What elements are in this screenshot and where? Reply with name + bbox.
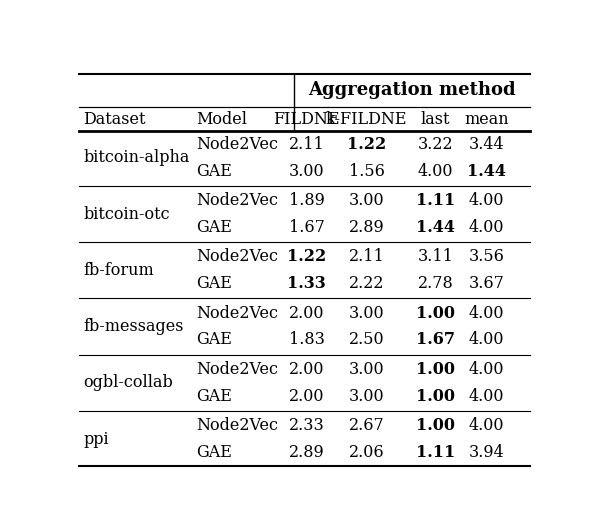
Text: 1.00: 1.00: [416, 305, 455, 322]
Text: 4.00: 4.00: [469, 417, 504, 434]
Text: 3.00: 3.00: [289, 163, 324, 180]
Text: Aggregation method: Aggregation method: [308, 82, 516, 100]
Text: 4.00: 4.00: [469, 361, 504, 378]
Text: 2.67: 2.67: [349, 417, 384, 434]
Text: 1.00: 1.00: [416, 361, 455, 378]
Text: 3.44: 3.44: [469, 136, 504, 153]
Text: 1.44: 1.44: [416, 219, 455, 236]
Text: 2.11: 2.11: [289, 136, 324, 153]
Text: 1.67: 1.67: [416, 331, 455, 348]
Text: 1.00: 1.00: [416, 417, 455, 434]
Text: k-FILDNE: k-FILDNE: [326, 111, 407, 128]
Text: 2.50: 2.50: [349, 331, 384, 348]
Text: 2.00: 2.00: [289, 387, 324, 404]
Text: GAE: GAE: [196, 163, 232, 180]
Text: Dataset: Dataset: [83, 111, 146, 128]
Text: Node2Vec: Node2Vec: [196, 417, 278, 434]
Text: 3.22: 3.22: [418, 136, 453, 153]
Text: 1.56: 1.56: [349, 163, 384, 180]
Text: FILDNE: FILDNE: [273, 111, 340, 128]
Text: bitcoin-alpha: bitcoin-alpha: [83, 149, 190, 166]
Text: 1.44: 1.44: [467, 163, 505, 180]
Text: 4.00: 4.00: [469, 219, 504, 236]
Text: 2.11: 2.11: [349, 249, 384, 266]
Text: bitcoin-otc: bitcoin-otc: [83, 206, 170, 223]
Text: 1.11: 1.11: [416, 444, 455, 461]
Text: 2.06: 2.06: [349, 444, 384, 461]
Text: 1.22: 1.22: [347, 136, 386, 153]
Text: 3.00: 3.00: [349, 361, 384, 378]
Text: 3.67: 3.67: [468, 275, 504, 292]
Text: 4.00: 4.00: [469, 331, 504, 348]
Text: 4.00: 4.00: [418, 163, 453, 180]
Text: 3.00: 3.00: [349, 192, 384, 209]
Text: fb-forum: fb-forum: [83, 262, 154, 279]
Text: 1.33: 1.33: [287, 275, 326, 292]
Text: Node2Vec: Node2Vec: [196, 249, 278, 266]
Text: 2.33: 2.33: [289, 417, 324, 434]
Text: 1.22: 1.22: [287, 249, 326, 266]
Text: 1.11: 1.11: [416, 192, 455, 209]
Text: GAE: GAE: [196, 444, 232, 461]
Text: ppi: ppi: [83, 430, 109, 447]
Text: Node2Vec: Node2Vec: [196, 192, 278, 209]
Text: GAE: GAE: [196, 331, 232, 348]
Text: Node2Vec: Node2Vec: [196, 361, 278, 378]
Text: Model: Model: [196, 111, 247, 128]
Text: 2.89: 2.89: [289, 444, 324, 461]
Text: GAE: GAE: [196, 275, 232, 292]
Text: 4.00: 4.00: [469, 305, 504, 322]
Text: 3.00: 3.00: [349, 387, 384, 404]
Text: 1.67: 1.67: [289, 219, 325, 236]
Text: mean: mean: [464, 111, 508, 128]
Text: 4.00: 4.00: [469, 192, 504, 209]
Text: 1.83: 1.83: [289, 331, 325, 348]
Text: 3.11: 3.11: [418, 249, 454, 266]
Text: 2.78: 2.78: [418, 275, 453, 292]
Text: 3.94: 3.94: [469, 444, 504, 461]
Text: 2.00: 2.00: [289, 361, 324, 378]
Text: 1.00: 1.00: [416, 387, 455, 404]
Text: fb-messages: fb-messages: [83, 318, 184, 335]
Text: GAE: GAE: [196, 219, 232, 236]
Text: 4.00: 4.00: [469, 387, 504, 404]
Text: Node2Vec: Node2Vec: [196, 305, 278, 322]
Text: 2.00: 2.00: [289, 305, 324, 322]
Text: GAE: GAE: [196, 387, 232, 404]
Text: last: last: [421, 111, 450, 128]
Text: 3.00: 3.00: [349, 305, 384, 322]
Text: Node2Vec: Node2Vec: [196, 136, 278, 153]
Text: 3.56: 3.56: [468, 249, 504, 266]
Text: ogbl-collab: ogbl-collab: [83, 374, 173, 391]
Text: 2.22: 2.22: [349, 275, 384, 292]
Text: 2.89: 2.89: [349, 219, 384, 236]
Text: 1.89: 1.89: [289, 192, 325, 209]
